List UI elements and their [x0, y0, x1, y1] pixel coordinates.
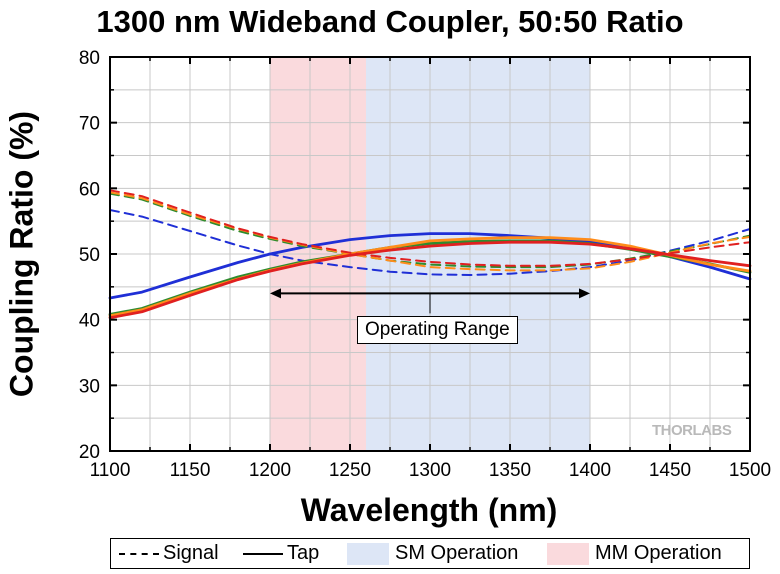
x-tick-label: 1300: [409, 460, 451, 481]
operating-range-label: Operating Range: [357, 316, 518, 344]
x-tick-label: 1350: [489, 460, 531, 481]
axis-ticks: [109, 56, 751, 452]
series-line-signal-4: [109, 191, 751, 272]
thorlabs-logo: THORLABS: [652, 422, 732, 439]
chart-title: 1300 nm Wideband Coupler, 50:50 Ratio: [96, 4, 684, 39]
legend-solid-swatch: [243, 552, 283, 555]
operating-range-arrowhead-right: [579, 288, 590, 299]
x-axis-label: Wavelength (nm): [300, 492, 558, 528]
y-tick-label: 70: [79, 114, 100, 135]
series-line-signal-6: [109, 189, 751, 267]
legend-sm-swatch: [347, 542, 389, 565]
y-tick-label: 80: [79, 48, 100, 69]
legend-signal-label: Signal: [163, 542, 219, 564]
legend-tap-label: Tap: [287, 542, 320, 564]
y-tick-label: 50: [79, 245, 100, 266]
x-tick-label: 1450: [649, 460, 691, 481]
y-tick-label: 40: [79, 311, 100, 332]
y-axis-label: Coupling Ratio (%): [3, 110, 40, 398]
x-tick-label: 1500: [729, 460, 771, 481]
chart-legend: Signal Tap SM Operation MM Operation: [110, 538, 750, 569]
y-tick-label: 20: [79, 442, 100, 463]
legend-mm-label: MM Operation: [595, 542, 722, 564]
legend-sm-label: SM Operation: [395, 542, 519, 564]
y-tick-label: 60: [79, 179, 100, 200]
x-tick-label: 1250: [329, 460, 371, 481]
data-series: [108, 189, 752, 320]
operating-range-arrowhead-left: [270, 288, 281, 299]
series-line-signal-2: [109, 192, 751, 269]
x-tick-label: 1100: [90, 460, 131, 481]
series-line-tap-7: [108, 240, 752, 320]
x-tick-label: 1200: [249, 460, 291, 481]
legend-mm-operation: MM Operation: [547, 539, 722, 568]
legend-mm-swatch: [547, 542, 589, 565]
y-tick-label: 30: [79, 376, 100, 397]
axis-tick-labels: 1100 1150 1200 1250 1300 1350 1400 1450 1500 20 30…: [79, 48, 771, 481]
operating-range-annotation: [270, 288, 590, 314]
legend-signal: Signal: [119, 539, 219, 568]
legend-sm-operation: SM Operation: [347, 539, 518, 568]
x-tick-label: 1400: [569, 460, 611, 481]
x-tick-label: 1150: [170, 460, 211, 481]
legend-dashed-swatch: [119, 552, 159, 555]
legend-tap: Tap: [243, 539, 319, 568]
